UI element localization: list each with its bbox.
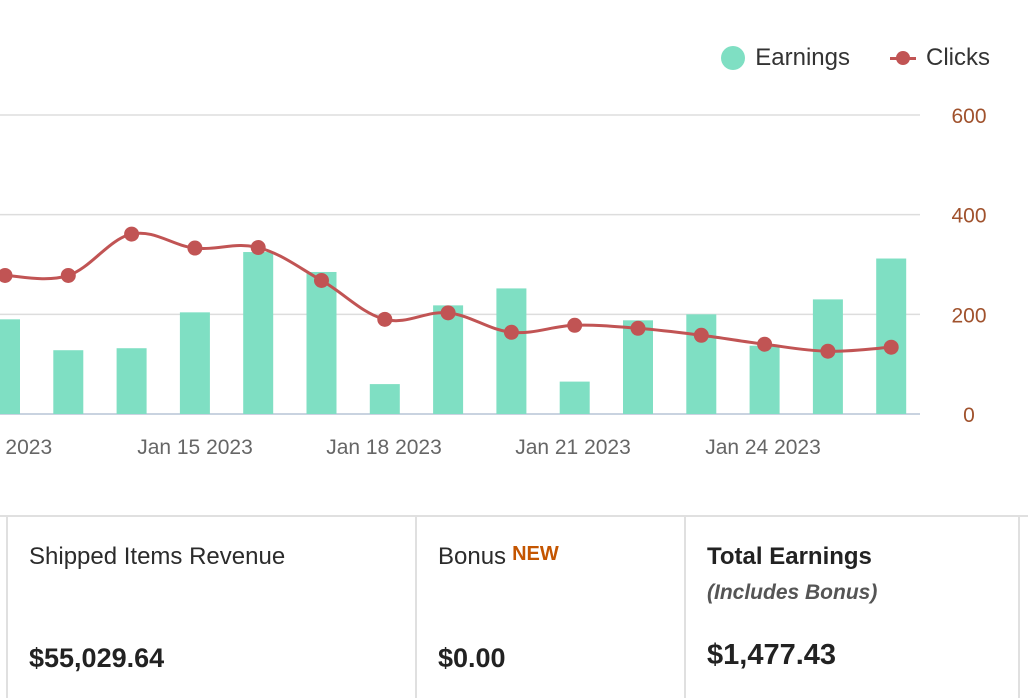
y-tick-label: 600 <box>951 105 986 128</box>
earnings-bar[interactable] <box>116 348 147 414</box>
clicks-line-marker-icon <box>890 46 916 70</box>
clicks-point[interactable] <box>630 320 646 336</box>
clicks-point[interactable] <box>314 272 329 288</box>
earnings-swatch-icon <box>721 46 746 70</box>
earnings-bar[interactable] <box>179 312 210 414</box>
y-tick-label: 200 <box>951 304 986 327</box>
card-title: Total Earnings <box>707 543 872 570</box>
clicks-point[interactable] <box>0 267 13 283</box>
earnings-bar[interactable] <box>243 252 274 414</box>
clicks-point[interactable] <box>883 339 899 355</box>
x-tick-label: Jan 18 2023 <box>326 436 442 459</box>
card-value: $0.00 <box>438 643 506 673</box>
earnings-bar[interactable] <box>0 319 20 414</box>
x-tick-label: Jan 21 2023 <box>515 436 631 459</box>
clicks-point[interactable] <box>693 327 709 343</box>
clicks-point[interactable] <box>567 317 583 333</box>
card-value: $55,029.64 <box>29 643 165 673</box>
clicks-point[interactable] <box>250 240 266 256</box>
x-tick-label: Jan 15 2023 <box>137 436 253 459</box>
card-title: Shipped Items Revenue <box>29 543 286 570</box>
y-tick-label: 0 <box>963 404 975 427</box>
legend-item-clicks[interactable]: Clicks <box>890 44 990 72</box>
card-title-text: Bonus <box>438 543 507 570</box>
legend-clicks-label: Clicks <box>926 44 990 71</box>
summary-cards: Shipped Items Revenue $55,029.64 Bonus NE… <box>0 515 1028 698</box>
clicks-point[interactable] <box>124 226 140 242</box>
card-value: $1,477.43 <box>707 639 837 671</box>
earnings-bar[interactable] <box>876 258 907 414</box>
card-title: Bonus NEW <box>438 543 559 571</box>
card-total-earnings: Total Earnings (Includes Bonus) $1,477.4… <box>684 517 1020 698</box>
new-badge: NEW <box>512 543 559 565</box>
card-subtitle: (Includes Bonus) <box>707 581 878 604</box>
earnings-bar[interactable] <box>496 288 527 414</box>
earnings-bar[interactable] <box>433 305 464 414</box>
x-tick-label: Jan 24 2023 <box>705 436 821 459</box>
earnings-bar[interactable] <box>623 320 653 414</box>
earnings-clicks-chart: 0 200 400 600 2 2023 Jan 15 2023 Jan 18 2023 Ja… <box>0 105 987 459</box>
clicks-point[interactable] <box>757 336 773 352</box>
earnings-bar[interactable] <box>306 271 337 414</box>
clicks-point[interactable] <box>440 305 456 321</box>
card-shipped-items-revenue: Shipped Items Revenue $55,029.64 <box>6 517 417 698</box>
earnings-bar[interactable] <box>369 384 400 414</box>
clicks-point[interactable] <box>820 343 836 359</box>
card-bonus: Bonus NEW $0.00 <box>415 517 686 698</box>
clicks-point[interactable] <box>60 267 76 283</box>
earnings-bar[interactable] <box>559 381 590 414</box>
chart-legend: Earnings Clicks <box>721 44 990 72</box>
clicks-point[interactable] <box>187 240 203 256</box>
clicks-point[interactable] <box>503 324 519 340</box>
earnings-bar[interactable] <box>53 350 84 414</box>
legend-item-earnings[interactable]: Earnings <box>721 44 850 72</box>
legend-earnings-label: Earnings <box>755 44 850 71</box>
y-tick-label: 400 <box>951 205 986 228</box>
earnings-bar[interactable] <box>749 345 780 414</box>
x-tick-label: 2 2023 <box>0 436 52 459</box>
clicks-point[interactable] <box>377 311 393 327</box>
